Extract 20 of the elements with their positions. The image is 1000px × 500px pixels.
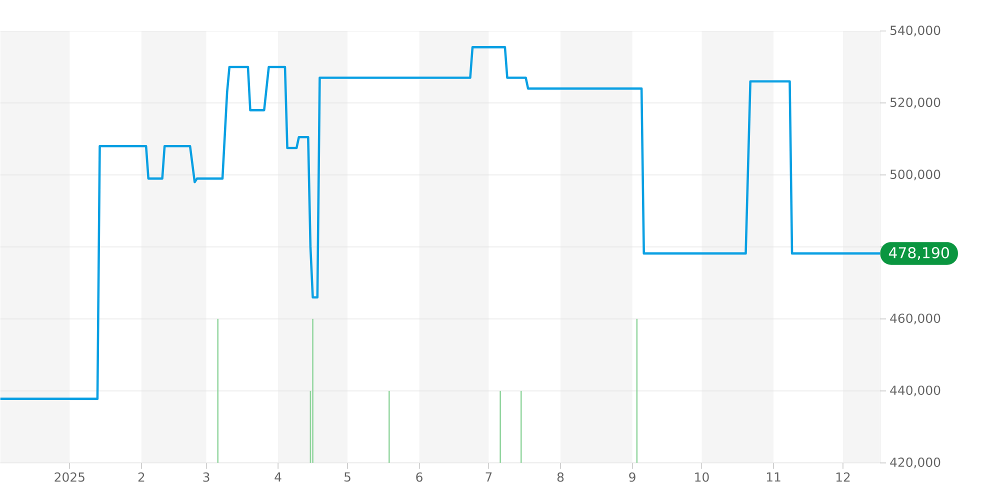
y-tick-label: 440,000 bbox=[890, 386, 940, 396]
x-tick-label: 5 bbox=[344, 472, 350, 482]
y-tick-label: 540,000 bbox=[890, 26, 940, 36]
y-tick-label: 520,000 bbox=[890, 98, 940, 108]
x-tick-label: 6 bbox=[416, 472, 422, 482]
x-tick-label: 4 bbox=[274, 472, 282, 482]
annotation: 478,190 bbox=[888, 247, 949, 260]
line-series bbox=[0, 46, 880, 400]
y-tick-label: 500,000 bbox=[890, 170, 940, 180]
x-tick-label: 2 bbox=[138, 472, 144, 482]
x-tick-label: 12 bbox=[836, 472, 850, 482]
y-tick-label: 460,000 bbox=[890, 314, 940, 324]
x-tick-label: 8 bbox=[557, 472, 564, 482]
x-tick-label: 9 bbox=[629, 472, 636, 482]
x-tick-label: 7 bbox=[486, 472, 492, 482]
x-tick-label: 11 bbox=[766, 472, 780, 482]
x-tick-label: 10 bbox=[695, 472, 709, 482]
y-tick-label: 420,000 bbox=[890, 458, 940, 468]
x-tick-label: 2025 bbox=[54, 472, 84, 482]
x-tick-label: 3 bbox=[203, 472, 210, 482]
